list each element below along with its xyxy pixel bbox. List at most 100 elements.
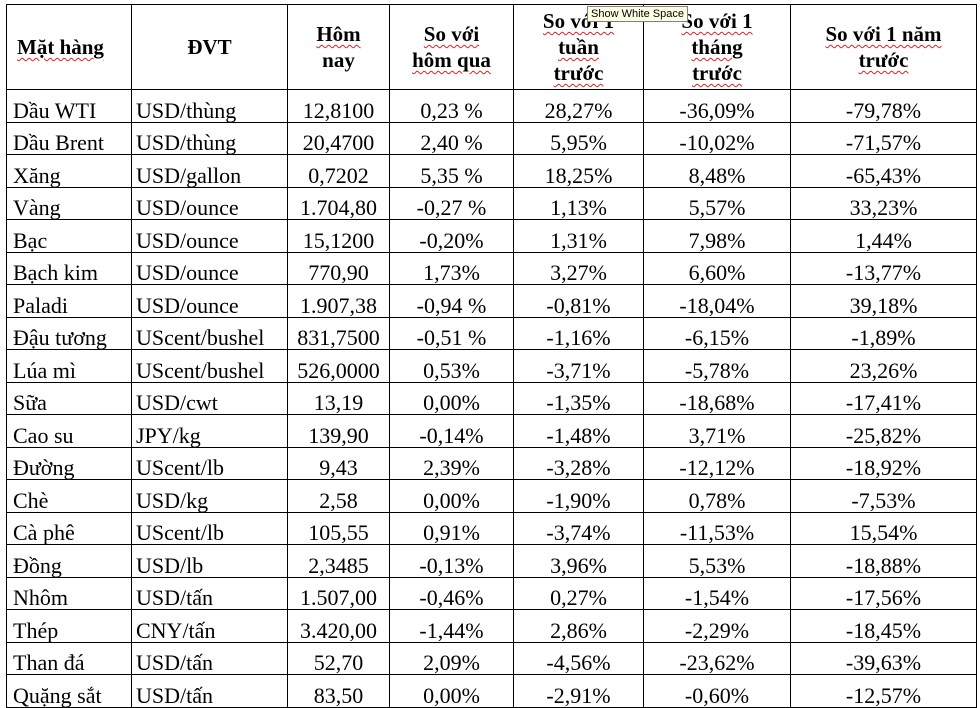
cell-unit: USD/tấn <box>131 641 288 675</box>
cell-unit: USD/tấn <box>131 674 288 708</box>
cell-vs-yesterday: 2,39% <box>389 446 514 480</box>
cell-vs-yesterday: -0,14% <box>389 414 514 448</box>
cell-vs-year: -1,89% <box>790 316 977 350</box>
cell-item: Chè <box>6 479 132 513</box>
cell-vs-year: -18,92% <box>790 446 977 480</box>
cell-unit: USD/lb <box>131 544 288 578</box>
cell-vs-yesterday: 0,00% <box>389 381 514 415</box>
cell-vs-month: -6,15% <box>643 316 791 350</box>
table-row: Đậu tương UScent/bushel 831,7500 -0,51 % -1,… <box>6 316 977 350</box>
table-row: Đồng USD/lb 2,3485 -0,13% 3,96% 5,53% -18,88% <box>6 544 977 578</box>
cell-vs-year: -71,57% <box>790 121 977 155</box>
cell-item: Vàng <box>6 186 132 220</box>
header-vs-yesterday: So với hôm qua <box>389 4 514 90</box>
cell-vs-month: -0,60% <box>643 674 791 708</box>
commodity-price-table: Mặt hàng ĐVT Hôm nay So với hôm qua So với… <box>6 4 977 708</box>
cell-vs-week: -1,48% <box>513 414 644 448</box>
table-row: Bạch kim USD/ounce 770,90 1,73% 3,27% 6,60% -1… <box>6 251 977 285</box>
cell-vs-year: 15,54% <box>790 511 977 545</box>
table-row: Đường UScent/lb 9,43 2,39% -3,28% -12,12% -18,… <box>6 446 977 480</box>
cell-vs-yesterday: 0,53% <box>389 349 514 383</box>
cell-unit: USD/ounce <box>131 219 288 253</box>
cell-vs-yesterday: 0,91% <box>389 511 514 545</box>
cell-vs-year: -25,82% <box>790 414 977 448</box>
header-vs-week: So với 1 tuần trước <box>513 4 644 90</box>
cell-vs-month: -23,62% <box>643 641 791 675</box>
cell-vs-yesterday: 2,40 % <box>389 121 514 155</box>
table-row: Cao su JPY/kg 139,90 -0,14% -1,48% 3,71% -25,8… <box>6 414 977 448</box>
cell-today: 770,90 <box>287 251 390 285</box>
cell-item: Đường <box>6 446 132 480</box>
cell-vs-month: 8,48% <box>643 154 791 188</box>
cell-vs-week: -2,91% <box>513 674 644 708</box>
cell-vs-week: -3,71% <box>513 349 644 383</box>
header-row: Mặt hàng ĐVT Hôm nay So với hôm qua So với… <box>6 4 977 90</box>
cell-vs-week: 5,95% <box>513 121 644 155</box>
cell-today: 1.907,38 <box>287 284 390 318</box>
cell-vs-month: 6,60% <box>643 251 791 285</box>
cell-vs-year: -65,43% <box>790 154 977 188</box>
cell-item: Xăng <box>6 154 132 188</box>
cell-vs-month: 5,53% <box>643 544 791 578</box>
table-row: Bạc USD/ounce 15,1200 -0,20% 1,31% 7,98% 1,44% <box>6 219 977 253</box>
cell-today: 526,0000 <box>287 349 390 383</box>
cell-vs-yesterday: 0,00% <box>389 479 514 513</box>
cell-vs-week: 0,27% <box>513 576 644 610</box>
cell-item: Paladi <box>6 284 132 318</box>
cell-vs-week: 28,27% <box>513 89 644 123</box>
show-white-space-tooltip: Show White Space <box>587 6 688 22</box>
cell-unit: USD/thùng <box>131 121 288 155</box>
cell-today: 1.704,80 <box>287 186 390 220</box>
cell-vs-week: 3,96% <box>513 544 644 578</box>
cell-vs-week: 1,13% <box>513 186 644 220</box>
cell-unit: CNY/tấn <box>131 609 288 643</box>
table-row: Cà phê UScent/lb 105,55 0,91% -3,74% -11,53% 1… <box>6 511 977 545</box>
cell-unit: USD/ounce <box>131 284 288 318</box>
cell-vs-week: -0,81% <box>513 284 644 318</box>
cell-item: Đậu tương <box>6 316 132 350</box>
table-row: Sữa USD/cwt 13,19 0,00% -1,35% -18,68% -17,41% <box>6 381 977 415</box>
cell-today: 9,43 <box>287 446 390 480</box>
header-vs-year: So với 1 năm trước <box>790 4 977 90</box>
cell-vs-year: 39,18% <box>790 284 977 318</box>
cell-vs-year: -39,63% <box>790 641 977 675</box>
cell-vs-yesterday: 0,23 % <box>389 89 514 123</box>
cell-item: Dầu WTI <box>6 89 132 123</box>
cell-vs-year: -7,53% <box>790 479 977 513</box>
cell-today: 12,8100 <box>287 89 390 123</box>
cell-today: 20,4700 <box>287 121 390 155</box>
cell-vs-yesterday: -0,94 % <box>389 284 514 318</box>
cell-vs-week: -1,35% <box>513 381 644 415</box>
header-item: Mặt hàng <box>6 4 132 90</box>
cell-vs-month: -2,29% <box>643 609 791 643</box>
cell-vs-month: 5,57% <box>643 186 791 220</box>
cell-vs-yesterday: -0,13% <box>389 544 514 578</box>
cell-vs-month: -36,09% <box>643 89 791 123</box>
cell-unit: USD/thùng <box>131 89 288 123</box>
table-body: Dầu WTI USD/thùng 12,8100 0,23 % 28,27% -36,0… <box>6 89 977 708</box>
cell-vs-year: 1,44% <box>790 219 977 253</box>
cell-vs-month: -11,53% <box>643 511 791 545</box>
cell-item: Quặng sắt <box>6 674 132 708</box>
cell-vs-year: -79,78% <box>790 89 977 123</box>
cell-vs-year: -18,88% <box>790 544 977 578</box>
cell-vs-week: 3,27% <box>513 251 644 285</box>
cell-vs-yesterday: -0,27 % <box>389 186 514 220</box>
cell-today: 13,19 <box>287 381 390 415</box>
cell-vs-yesterday: -0,46% <box>389 576 514 610</box>
table-row: Than đá USD/tấn 52,70 2,09% -4,56% -23,62% -39… <box>6 641 977 675</box>
cell-unit: JPY/kg <box>131 414 288 448</box>
cell-vs-month: 0,78% <box>643 479 791 513</box>
cell-today: 2,3485 <box>287 544 390 578</box>
cell-item: Cao su <box>6 414 132 448</box>
table-row: Dầu Brent USD/thùng 20,4700 2,40 % 5,95% -10,… <box>6 121 977 155</box>
cell-item: Dầu Brent <box>6 121 132 155</box>
cell-vs-month: -10,02% <box>643 121 791 155</box>
table-row: Chè USD/kg 2,58 0,00% -1,90% 0,78% -7,53% <box>6 479 977 513</box>
cell-item: Sữa <box>6 381 132 415</box>
cell-item: Thép <box>6 609 132 643</box>
cell-unit: USD/kg <box>131 479 288 513</box>
table-row: Paladi USD/ounce 1.907,38 -0,94 % -0,81% -18,… <box>6 284 977 318</box>
cell-vs-year: -13,77% <box>790 251 977 285</box>
cell-unit: USD/cwt <box>131 381 288 415</box>
